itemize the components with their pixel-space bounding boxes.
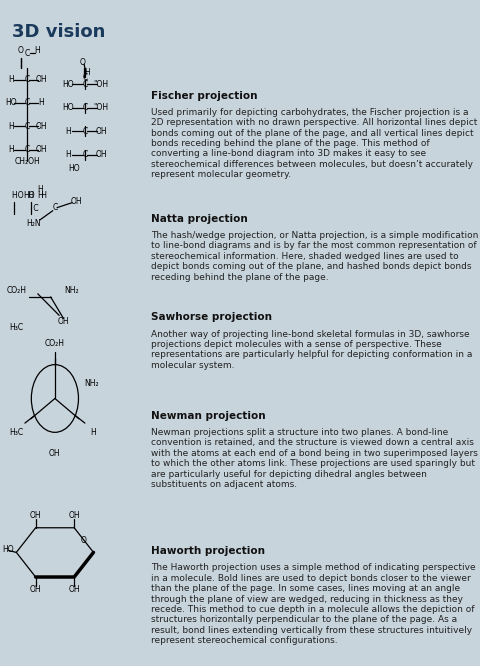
Text: H: H bbox=[65, 127, 71, 136]
Text: C: C bbox=[24, 122, 30, 131]
Text: H: H bbox=[84, 68, 90, 77]
Text: H: H bbox=[37, 191, 43, 200]
Text: C: C bbox=[82, 150, 87, 159]
Text: 3D vision: 3D vision bbox=[12, 23, 106, 41]
Text: "OH: "OH bbox=[94, 80, 109, 89]
Text: HO: HO bbox=[2, 545, 13, 554]
Text: Used primarily for depicting carbohydrates, the Fischer projection is a 2D repre: Used primarily for depicting carbohydrat… bbox=[151, 108, 478, 179]
Text: HO: HO bbox=[62, 103, 73, 113]
Text: Sawhorse projection: Sawhorse projection bbox=[151, 312, 272, 322]
Text: CH₂OH: CH₂OH bbox=[14, 157, 40, 166]
Text: C: C bbox=[82, 73, 87, 82]
Text: H: H bbox=[91, 428, 96, 437]
Text: H₂N: H₂N bbox=[26, 218, 41, 228]
Text: HO: HO bbox=[68, 164, 80, 172]
Text: OH: OH bbox=[36, 145, 47, 155]
Text: H: H bbox=[37, 184, 43, 194]
Text: C: C bbox=[82, 103, 87, 113]
Text: O: O bbox=[18, 46, 24, 55]
Text: The hash/wedge projection, or Natta projection, is a simple modification to line: The hash/wedge projection, or Natta proj… bbox=[151, 231, 479, 282]
Text: H₃C: H₃C bbox=[9, 323, 24, 332]
Text: H: H bbox=[34, 46, 40, 55]
Text: O: O bbox=[80, 59, 86, 67]
Text: NH₂: NH₂ bbox=[84, 378, 99, 388]
Text: OH: OH bbox=[49, 450, 60, 458]
Text: OH: OH bbox=[36, 75, 47, 84]
Text: C: C bbox=[82, 80, 87, 89]
Text: Haworth projection: Haworth projection bbox=[151, 546, 265, 556]
Text: The Haworth projection uses a simple method of indicating perspective in a molec: The Haworth projection uses a simple met… bbox=[151, 563, 476, 645]
Text: NH₂: NH₂ bbox=[65, 286, 79, 295]
Text: HO: HO bbox=[62, 80, 73, 89]
Text: Newman projection: Newman projection bbox=[151, 411, 266, 421]
Text: OH: OH bbox=[68, 585, 80, 594]
Text: OH: OH bbox=[58, 317, 69, 326]
Text: C: C bbox=[24, 49, 30, 57]
Text: OH: OH bbox=[96, 150, 107, 159]
Text: C: C bbox=[24, 145, 30, 155]
Text: OH: OH bbox=[36, 122, 47, 131]
Text: C: C bbox=[82, 127, 87, 136]
Text: H: H bbox=[8, 75, 13, 84]
Text: OH: OH bbox=[30, 585, 41, 594]
Text: Natta projection: Natta projection bbox=[151, 214, 248, 224]
Text: O: O bbox=[81, 535, 87, 545]
Text: HO: HO bbox=[24, 191, 35, 200]
Text: H: H bbox=[38, 99, 44, 107]
Text: HO  H   H: HO H H bbox=[12, 191, 47, 200]
Text: C: C bbox=[52, 203, 58, 212]
Text: "OH: "OH bbox=[94, 103, 109, 113]
Text: H: H bbox=[8, 122, 13, 131]
Text: C: C bbox=[12, 204, 39, 212]
Text: C: C bbox=[24, 75, 30, 84]
Text: Another way of projecting line-bond skeletal formulas in 3D, sawhorse projection: Another way of projecting line-bond skel… bbox=[151, 330, 473, 370]
Text: H: H bbox=[8, 145, 13, 155]
Text: OH: OH bbox=[68, 511, 80, 520]
Text: C: C bbox=[24, 99, 30, 107]
Text: OH: OH bbox=[30, 511, 41, 520]
Text: OH: OH bbox=[71, 197, 82, 206]
Text: Fischer projection: Fischer projection bbox=[151, 91, 258, 101]
Text: Newman projections split a structure into two planes. A bond-line convention is : Newman projections split a structure int… bbox=[151, 428, 478, 489]
Text: CO₂H: CO₂H bbox=[6, 286, 26, 295]
Text: H₃C: H₃C bbox=[9, 428, 24, 437]
Text: HO: HO bbox=[5, 99, 17, 107]
Text: OH: OH bbox=[96, 127, 107, 136]
Text: CO₂H: CO₂H bbox=[45, 338, 65, 348]
Text: H: H bbox=[65, 150, 71, 159]
